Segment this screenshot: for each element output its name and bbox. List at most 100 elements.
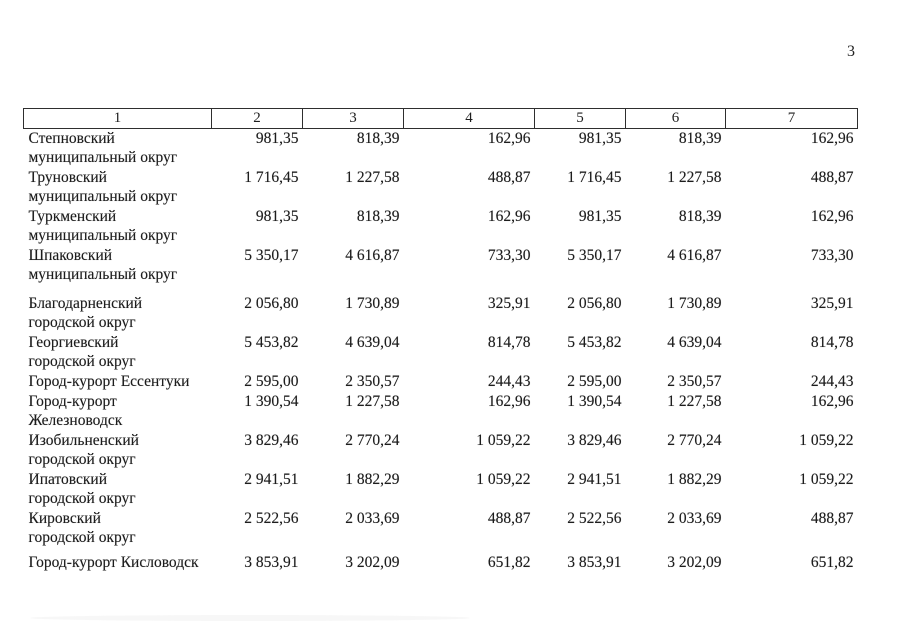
value-cell: 1 730,89 (345, 295, 400, 312)
value-cell: 3 202,09 (667, 554, 722, 571)
table-row: Георгиевский городской округ 5 453,82 4 … (24, 333, 858, 372)
district-name-cell: Шпаковский муниципальный округ (28, 247, 178, 283)
district-name-cell: Город-курорт Железноводск (28, 393, 123, 429)
column-number-header: 4 (403, 108, 535, 129)
value-cell: 981,35 (578, 130, 622, 147)
value-cell: 162,96 (487, 208, 531, 225)
value-cell: 3 829,46 (244, 432, 299, 449)
value-cell: 4 616,87 (667, 247, 722, 264)
value-cell: 1 227,58 (345, 393, 400, 410)
value-cell: 488,87 (487, 169, 531, 186)
value-cell: 325,91 (810, 295, 854, 312)
value-cell: 818,39 (356, 208, 400, 225)
table-row: Труновский муниципальный округ 1 716,45 … (24, 168, 858, 207)
value-cell: 1 227,58 (345, 169, 400, 186)
value-cell: 1 227,58 (667, 169, 722, 186)
value-cell: 814,78 (810, 334, 854, 351)
value-cell: 733,30 (487, 247, 531, 264)
value-cell: 488,87 (810, 169, 854, 186)
scan-artifact (30, 615, 470, 621)
column-number-header: 3 (302, 108, 404, 129)
value-cell: 1 716,45 (244, 169, 299, 186)
value-cell: 818,39 (356, 130, 400, 147)
district-name-cell: Георгиевский городской округ (28, 334, 136, 370)
value-cell: 818,39 (678, 130, 722, 147)
value-cell: 3 853,91 (567, 554, 622, 571)
value-cell: 814,78 (487, 334, 531, 351)
value-cell: 2 350,57 (345, 373, 400, 390)
value-cell: 2 056,80 (567, 295, 622, 312)
district-name-cell: Город-курорт Ессентуки (28, 373, 190, 390)
value-cell: 3 202,09 (345, 554, 400, 571)
value-cell: 5 350,17 (244, 247, 299, 264)
value-cell: 162,96 (487, 393, 531, 410)
table-row: Город-курорт Железноводск 1 390,54 1 227… (24, 392, 858, 431)
value-cell: 1 390,54 (244, 393, 299, 410)
value-cell: 2 941,51 (244, 471, 299, 488)
value-cell: 1 059,22 (476, 432, 531, 449)
value-cell: 244,43 (487, 373, 531, 390)
value-cell: 2 522,56 (244, 510, 299, 527)
district-name-cell: Город-курорт Кисловодск (28, 554, 199, 571)
value-cell: 981,35 (578, 208, 622, 225)
district-name-cell: Ипатовский городской округ (28, 471, 136, 507)
district-name-cell: Кировский городской округ (28, 510, 136, 546)
column-number-header: 7 (725, 108, 858, 129)
value-cell: 2 595,00 (567, 373, 622, 390)
value-cell: 5 453,82 (244, 334, 299, 351)
value-cell: 488,87 (487, 510, 531, 527)
value-cell: 2 941,51 (567, 471, 622, 488)
value-cell: 3 853,91 (244, 554, 299, 571)
page-number: 3 (847, 43, 855, 60)
district-name-cell: Труновский муниципальный округ (28, 169, 178, 205)
value-cell: 2 056,80 (244, 295, 299, 312)
value-cell: 488,87 (810, 510, 854, 527)
column-number-header: 2 (211, 108, 303, 129)
value-cell: 2 770,24 (345, 432, 400, 449)
table-row: Степновский муниципальный округ 981,35 8… (24, 129, 858, 169)
table-row: Город-курорт Ессентуки 2 595,00 2 350,57… (24, 372, 858, 392)
value-cell: 1 730,89 (667, 295, 722, 312)
value-cell: 2 522,56 (567, 510, 622, 527)
value-cell: 1 227,58 (667, 393, 722, 410)
value-cell: 5 350,17 (567, 247, 622, 264)
table-row: Туркменский муниципальный округ 981,35 8… (24, 207, 858, 246)
value-cell: 1 882,29 (345, 471, 400, 488)
value-cell: 1 059,22 (799, 432, 854, 449)
value-cell: 162,96 (487, 130, 531, 147)
value-cell: 2 033,69 (667, 510, 722, 527)
value-cell: 5 453,82 (567, 334, 622, 351)
value-cell: 1 059,22 (476, 471, 531, 488)
column-number-header: 6 (625, 108, 726, 129)
data-table: 1 2 3 4 5 6 7 Степновский муниципальный … (23, 108, 858, 573)
value-cell: 1 882,29 (667, 471, 722, 488)
district-name-cell: Степновский муниципальный округ (28, 130, 178, 166)
district-name-cell: Туркменский муниципальный округ (28, 208, 178, 244)
column-number-header: 1 (23, 108, 212, 129)
value-cell: 4 639,04 (345, 334, 400, 351)
value-cell: 162,96 (810, 130, 854, 147)
district-name-cell: Изобильненский городской округ (28, 432, 139, 468)
value-cell: 1 716,45 (567, 169, 622, 186)
table-row: Ипатовский городской округ 2 941,51 1 88… (24, 470, 858, 509)
table-header-row: 1 2 3 4 5 6 7 (23, 108, 858, 129)
value-cell: 2 350,57 (667, 373, 722, 390)
value-cell: 3 829,46 (567, 432, 622, 449)
table-row: Город-курорт Кисловодск 3 853,91 3 202,0… (24, 548, 858, 573)
value-cell: 651,82 (487, 554, 531, 571)
table-row: Кировский городской округ 2 522,56 2 033… (24, 509, 858, 548)
value-cell: 2 595,00 (244, 373, 299, 390)
table-row: Благодарненский городской округ 2 056,80… (24, 294, 858, 333)
value-cell: 818,39 (678, 208, 722, 225)
value-cell: 981,35 (255, 208, 299, 225)
table-row: Изобильненский городской округ 3 829,46 … (24, 431, 858, 470)
column-number-header: 5 (534, 108, 626, 129)
value-cell: 1 059,22 (799, 471, 854, 488)
value-cell: 651,82 (810, 554, 854, 571)
value-cell: 733,30 (810, 247, 854, 264)
district-name-cell: Благодарненский городской округ (28, 295, 143, 331)
value-cell: 4 639,04 (667, 334, 722, 351)
table-row: Шпаковский муниципальный округ 5 350,17 … (24, 246, 858, 294)
value-cell: 244,43 (810, 373, 854, 390)
